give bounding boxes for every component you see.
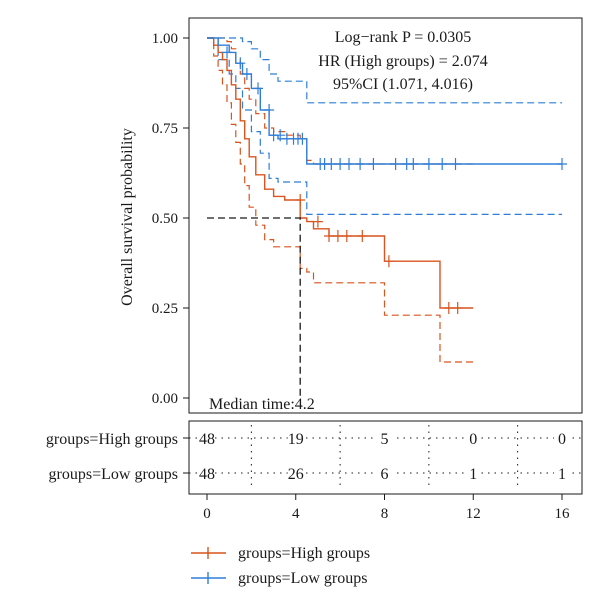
risk-count-bg <box>287 463 304 483</box>
censor-mark-high <box>324 230 334 242</box>
censor-mark-low <box>326 158 337 170</box>
x-tick-label: 12 <box>466 506 481 522</box>
risk-count: 1 <box>558 466 566 483</box>
risk-count: 19 <box>288 431 304 448</box>
risk-count-bg <box>199 428 215 448</box>
censor-mark-high <box>341 230 352 242</box>
censor-mark-low <box>355 158 366 170</box>
y-axis-label: Overall survival probability <box>119 128 136 306</box>
legend-label-low: groups=Low groups <box>238 570 367 587</box>
risk-table: groups=High groups 48 19 5 0 0 groups=Low grou… <box>46 425 582 490</box>
censor-mark-high <box>383 255 394 268</box>
risk-count: 26 <box>288 466 304 483</box>
legend-label-high: groups=High groups <box>238 545 370 562</box>
risk-count-bg <box>465 428 482 448</box>
censor-mark-low <box>222 46 232 59</box>
logrank-annotation: Log−rank P = 0.0305 <box>335 29 472 46</box>
risk-count: 0 <box>558 431 566 448</box>
median-reference-line <box>207 217 301 398</box>
censor-mark-low <box>368 158 379 170</box>
risk-count: 5 <box>381 431 389 448</box>
survival-curve-low <box>207 37 562 165</box>
risk-row-label: groups=High groups <box>46 431 178 448</box>
median-line-layer <box>207 217 301 398</box>
y-tick-label: 0.75 <box>152 121 178 137</box>
risk-count-bg <box>376 463 393 483</box>
y-tick-label: 0.25 <box>152 301 178 317</box>
risk-row-label: groups=Low groups <box>49 466 178 483</box>
x-tick-label: 0 <box>203 506 211 522</box>
legend-item-low: groups=Low groups <box>191 570 367 587</box>
censor-mark-low <box>450 158 461 170</box>
median-annotation: Median time:4.2 <box>209 396 315 413</box>
censor-mark-low <box>241 68 252 80</box>
x-tick-label: 16 <box>555 506 571 522</box>
risk-count-bg <box>287 428 304 448</box>
risk-count-bg <box>465 463 482 483</box>
ci-lower-low <box>207 37 562 215</box>
censor-mark-high <box>443 302 454 314</box>
censor-mark-high <box>312 215 323 228</box>
risk-count-bg <box>199 463 215 483</box>
legend: groups=High groups groups=Low groups <box>191 545 370 587</box>
censor-mark-low <box>235 57 246 70</box>
ci-annotation: 95%CI (1.071, 4.016) <box>333 76 473 93</box>
censor-mark-low <box>335 158 346 170</box>
risk-count: 1 <box>469 466 477 483</box>
censor-mark-layer <box>222 46 567 314</box>
censor-mark-high <box>332 230 343 242</box>
censor-mark-low <box>423 158 434 170</box>
censor-mark-low <box>557 158 567 170</box>
censor-mark-low <box>253 82 263 95</box>
y-axis: 0.00 0.25 0.50 0.75 1.00 <box>152 31 189 407</box>
risk-count: 6 <box>381 466 389 483</box>
x-axis: 0 4 8 12 16 <box>203 494 570 522</box>
y-tick-label: 0.50 <box>152 211 178 227</box>
censor-mark-low <box>264 104 275 116</box>
risk-count: 48 <box>199 431 215 448</box>
x-tick-label: 4 <box>292 506 300 522</box>
censor-mark-low <box>390 158 401 170</box>
y-tick-label: 0.00 <box>152 391 178 407</box>
censor-mark-high <box>357 230 368 242</box>
risk-table-frame <box>188 420 583 495</box>
censor-mark-high <box>295 194 306 206</box>
plot-frame <box>188 17 583 414</box>
risk-count: 0 <box>469 431 477 448</box>
censor-mark-low <box>344 158 354 170</box>
censor-mark-low <box>275 129 286 142</box>
censor-mark-low <box>437 158 448 170</box>
ci-upper-low <box>207 37 562 104</box>
legend-item-high: groups=High groups <box>191 545 370 562</box>
hr-annotation: HR (High groups) = 2.074 <box>318 53 487 70</box>
censor-mark-low <box>297 132 308 145</box>
risk-count: 48 <box>199 466 215 483</box>
risk-count-bg <box>554 428 570 448</box>
y-tick-label: 1.00 <box>152 31 178 47</box>
x-tick-label: 8 <box>381 506 389 522</box>
risk-count-bg <box>376 428 393 448</box>
censor-mark-low <box>408 158 419 170</box>
risk-count-bg <box>554 463 570 483</box>
censor-mark-high <box>452 302 463 314</box>
ci-lower-high <box>207 37 474 363</box>
